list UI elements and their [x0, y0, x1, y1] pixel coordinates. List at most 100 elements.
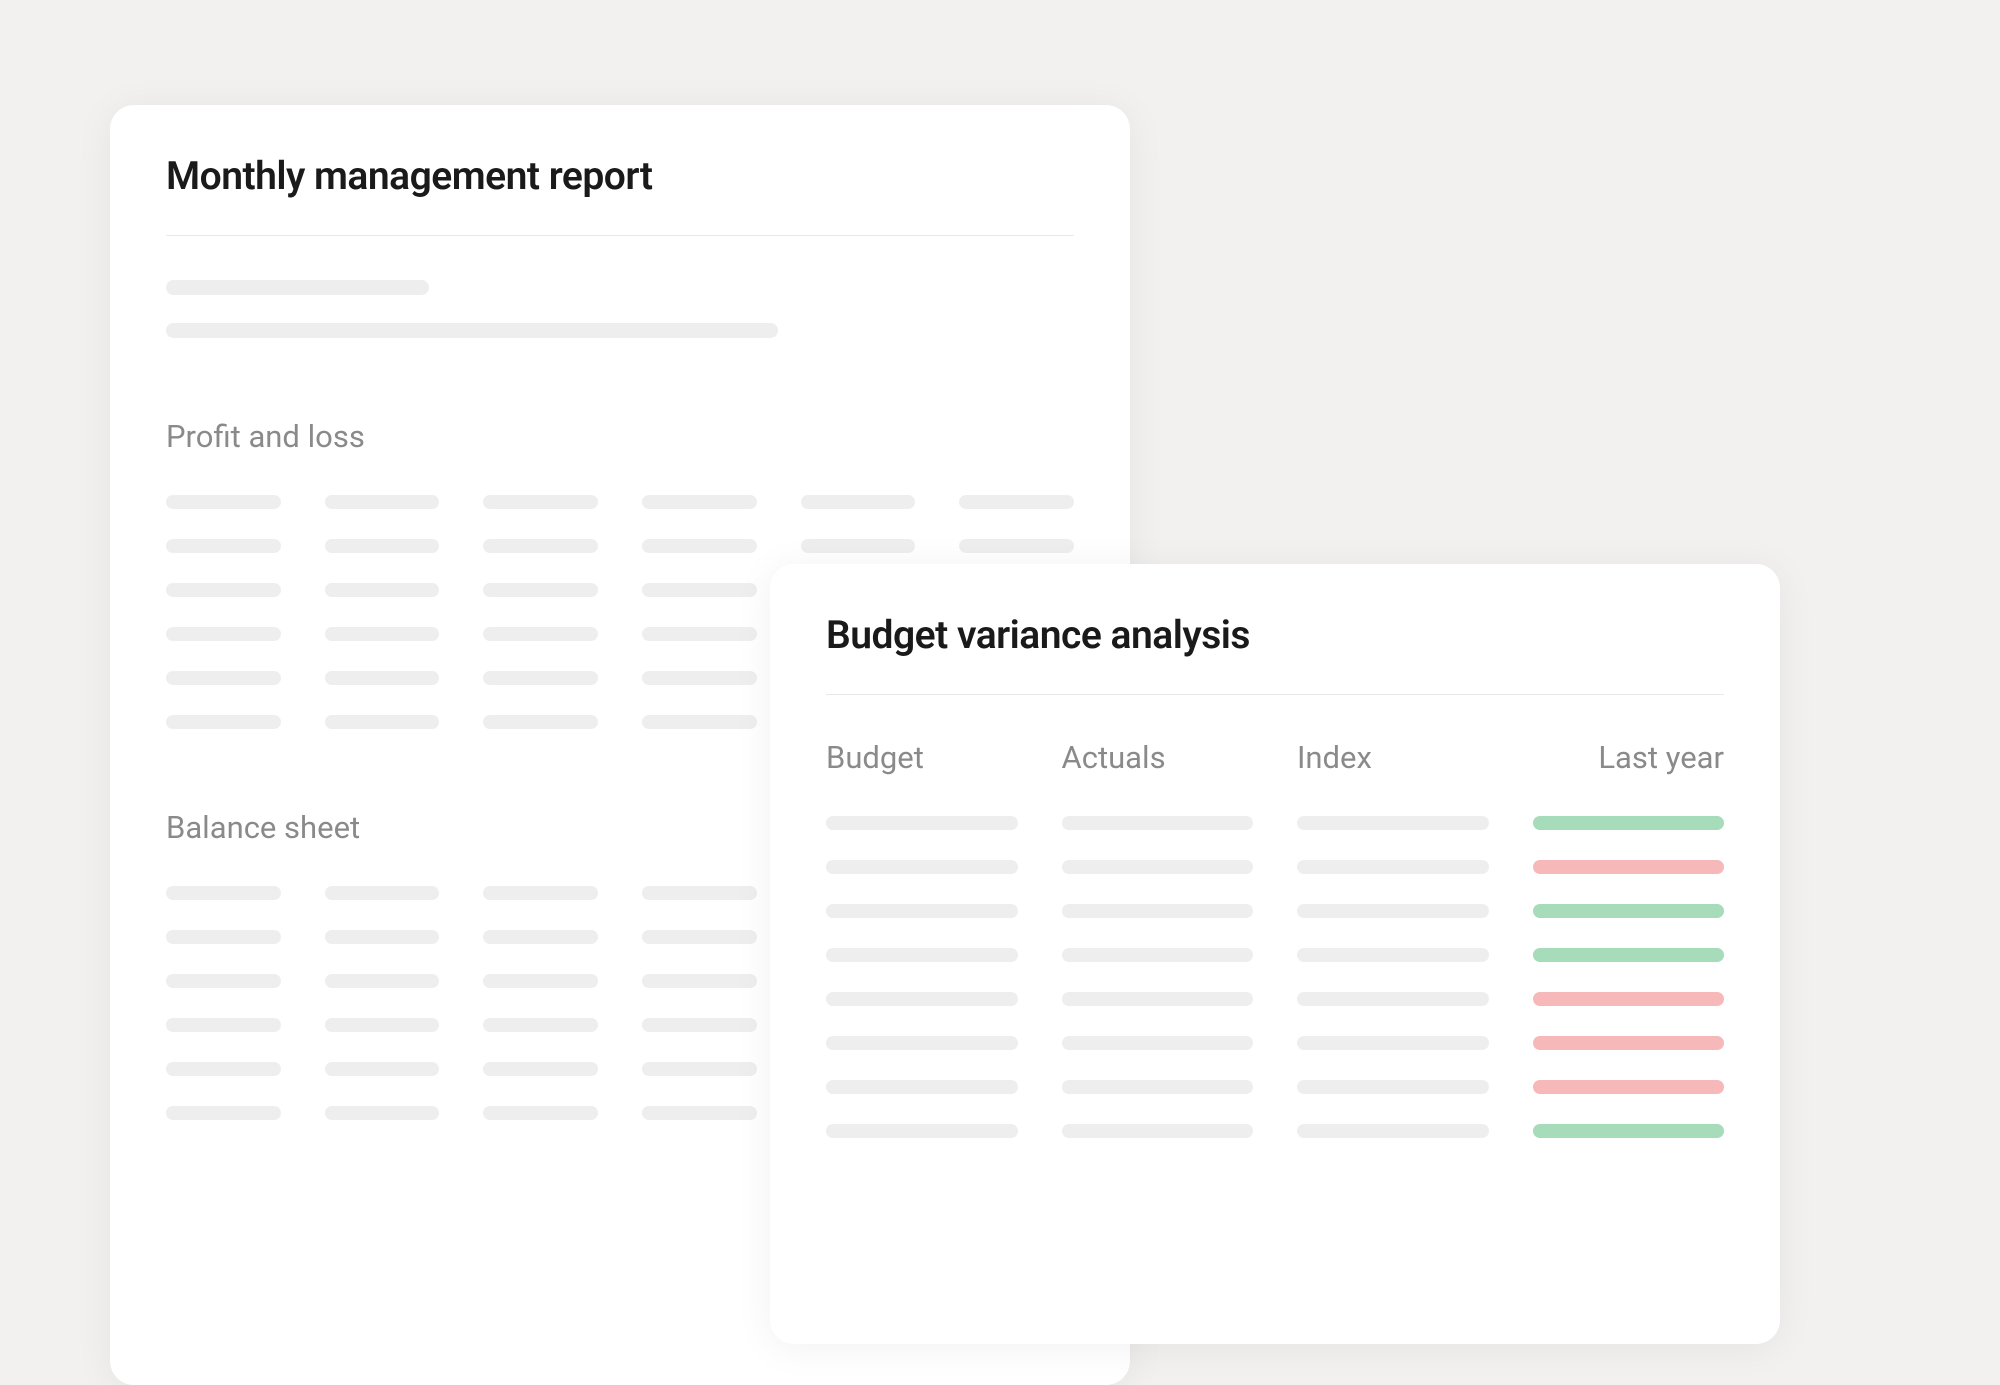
skeleton-cell: [642, 495, 757, 509]
skeleton-cell: [826, 948, 1018, 962]
skeleton-cell: [483, 671, 598, 685]
skeleton-cell: [1062, 860, 1254, 874]
skeleton-cell: [826, 860, 1018, 874]
skeleton-cell: [166, 974, 281, 988]
table-col: [483, 886, 598, 1120]
skeleton-line: [166, 323, 778, 338]
skeleton-cell: [826, 904, 1018, 918]
skeleton-cell: [166, 627, 281, 641]
skeleton-cell: [483, 1062, 598, 1076]
index-col: [1297, 816, 1489, 1138]
skeleton-cell: [325, 671, 440, 685]
skeleton-cell: [642, 886, 757, 900]
skeleton-cell: [483, 539, 598, 553]
skeleton-cell: [826, 992, 1018, 1006]
skeleton-cell: [325, 974, 440, 988]
column-label-budget: Budget: [826, 739, 1018, 776]
skeleton-cell: [166, 495, 281, 509]
status-bar-positive: [1533, 904, 1725, 918]
budget-variance-card: Budget variance analysis Budget Actuals …: [770, 564, 1780, 1344]
skeleton-cell: [1297, 1080, 1489, 1094]
skeleton-cell: [826, 1036, 1018, 1050]
skeleton-cell: [642, 627, 757, 641]
table-col: [166, 495, 281, 729]
table-col: [483, 495, 598, 729]
skeleton-cell: [325, 539, 440, 553]
budget-col: [826, 816, 1018, 1138]
divider: [826, 694, 1724, 695]
skeleton-cell: [642, 930, 757, 944]
skeleton-cell: [483, 886, 598, 900]
variance-table: [826, 816, 1724, 1138]
status-bar-negative: [1533, 860, 1725, 874]
status-bar-positive: [1533, 948, 1725, 962]
skeleton-cell: [325, 1018, 440, 1032]
skeleton-cell: [1297, 948, 1489, 962]
budget-variance-title: Budget variance analysis: [826, 612, 1724, 658]
skeleton-cell: [826, 1124, 1018, 1138]
skeleton-cell: [1297, 1124, 1489, 1138]
skeleton-line: [166, 280, 429, 295]
skeleton-cell: [325, 1062, 440, 1076]
skeleton-cell: [1062, 1124, 1254, 1138]
skeleton-cell: [1062, 816, 1254, 830]
skeleton-cell: [826, 1080, 1018, 1094]
last-year-col: [1533, 816, 1725, 1138]
skeleton-cell: [801, 495, 916, 509]
table-col: [325, 886, 440, 1120]
table-col: [642, 495, 757, 729]
skeleton-cell: [166, 886, 281, 900]
skeleton-cell: [1297, 1036, 1489, 1050]
skeleton-cell: [483, 1018, 598, 1032]
skeleton-cell: [1062, 1036, 1254, 1050]
skeleton-cell: [959, 539, 1074, 553]
skeleton-cell: [325, 627, 440, 641]
skeleton-cell: [166, 930, 281, 944]
skeleton-cell: [1062, 904, 1254, 918]
skeleton-cell: [1062, 1080, 1254, 1094]
divider: [166, 235, 1074, 236]
skeleton-cell: [325, 930, 440, 944]
skeleton-cell: [642, 715, 757, 729]
status-bar-negative: [1533, 992, 1725, 1006]
skeleton-cell: [801, 539, 916, 553]
skeleton-cell: [166, 583, 281, 597]
skeleton-cell: [166, 715, 281, 729]
column-label-last-year: Last year: [1533, 739, 1725, 776]
skeleton-cell: [325, 495, 440, 509]
skeleton-cell: [483, 627, 598, 641]
skeleton-cell: [959, 495, 1074, 509]
section-title-profit-loss: Profit and loss: [166, 418, 1074, 455]
table-col: [642, 886, 757, 1120]
skeleton-cell: [325, 1106, 440, 1120]
skeleton-cell: [483, 974, 598, 988]
skeleton-cell: [166, 539, 281, 553]
column-label-actuals: Actuals: [1062, 739, 1254, 776]
skeleton-cell: [1297, 816, 1489, 830]
skeleton-cell: [642, 974, 757, 988]
status-bar-negative: [1533, 1036, 1725, 1050]
skeleton-cell: [642, 583, 757, 597]
skeleton-cell: [642, 539, 757, 553]
skeleton-cell: [1062, 948, 1254, 962]
skeleton-cell: [642, 1018, 757, 1032]
skeleton-cell: [483, 715, 598, 729]
skeleton-cell: [642, 1106, 757, 1120]
status-bar-positive: [1533, 1124, 1725, 1138]
skeleton-cell: [1062, 992, 1254, 1006]
skeleton-cell: [483, 1106, 598, 1120]
skeleton-cell: [1297, 904, 1489, 918]
skeleton-cell: [166, 1062, 281, 1076]
skeleton-cell: [325, 715, 440, 729]
skeleton-cell: [642, 671, 757, 685]
actuals-col: [1062, 816, 1254, 1138]
monthly-report-title: Monthly management report: [166, 153, 1074, 199]
skeleton-cell: [483, 930, 598, 944]
table-col: [166, 886, 281, 1120]
skeleton-cell: [826, 816, 1018, 830]
skeleton-cell: [1297, 860, 1489, 874]
skeleton-cell: [483, 583, 598, 597]
skeleton-cell: [325, 886, 440, 900]
intro-skeleton: [166, 280, 1074, 338]
status-bar-negative: [1533, 1080, 1725, 1094]
